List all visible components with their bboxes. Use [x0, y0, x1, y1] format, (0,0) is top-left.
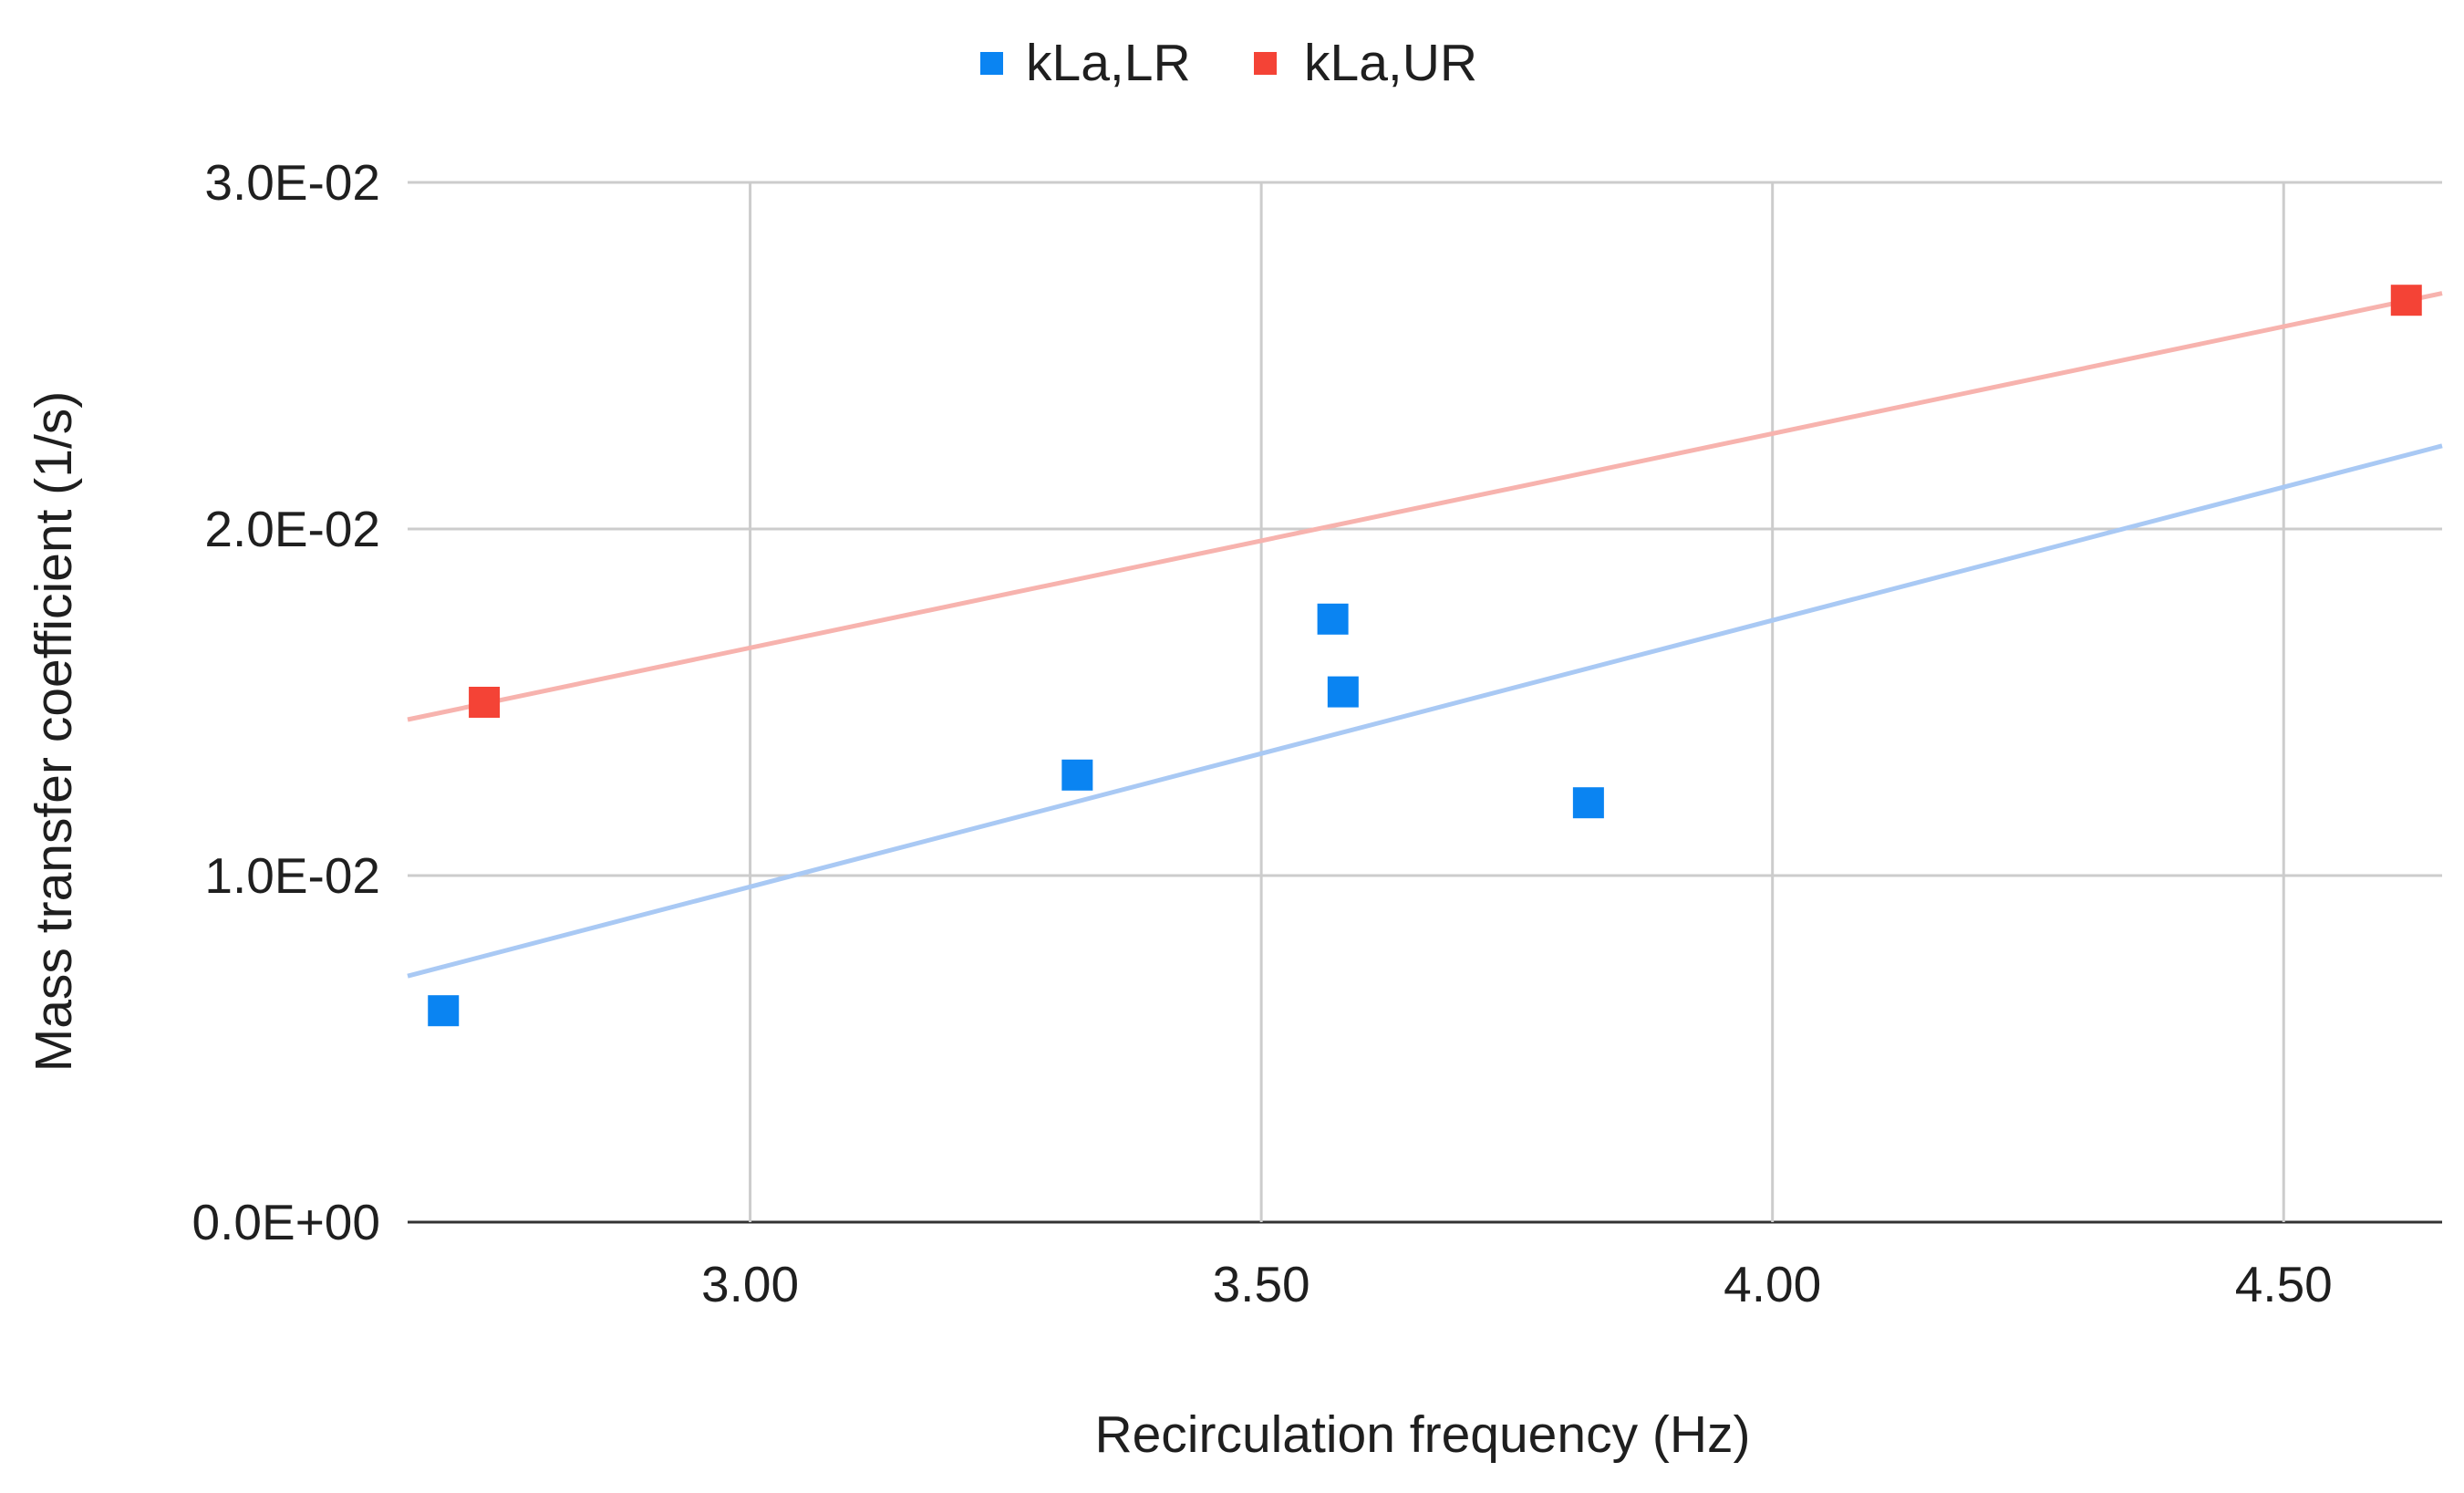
y-tick-label: 0.0E+00 — [192, 1194, 380, 1250]
x-tick-label: 3.50 — [1213, 1256, 1310, 1312]
trendline-ur — [407, 291, 2443, 722]
legend-label-lr: kLa,LR — [1026, 34, 1191, 92]
data-point-lr — [1327, 676, 1359, 708]
data-point-lr — [1061, 759, 1093, 791]
trendline-lr — [407, 443, 2443, 979]
trendlines — [407, 291, 2443, 979]
y-tick-label: 3.0E-02 — [204, 154, 380, 211]
y-axis-title: Mass transfer coefficient (1/s) — [25, 391, 83, 1073]
data-point-ur — [469, 687, 501, 718]
y-tick-label: 1.0E-02 — [204, 847, 380, 904]
x-axis-tick-labels: 3.00 3.50 4.00 4.50 — [701, 1256, 2333, 1312]
x-tick-label: 4.00 — [1724, 1256, 1821, 1312]
x-tick-label: 4.50 — [2235, 1256, 2333, 1312]
data-point-lr — [1572, 787, 1604, 819]
data-point-lr — [1317, 603, 1349, 635]
y-tick-label: 2.0E-02 — [204, 501, 380, 557]
legend-label-ur: kLa,UR — [1304, 34, 1477, 92]
x-tick-label: 3.00 — [701, 1256, 799, 1312]
data-point-ur — [2390, 285, 2422, 316]
data-point-lr — [428, 995, 460, 1027]
data-points — [428, 285, 2422, 1027]
legend-swatch-ur — [1254, 52, 1277, 75]
legend-swatch-lr — [980, 52, 1003, 75]
legend-item-ur: kLa,UR — [1254, 34, 1477, 92]
y-axis-tick-labels: 0.0E+00 1.0E-02 2.0E-02 3.0E-02 — [192, 154, 380, 1250]
legend-item-lr: kLa,LR — [980, 34, 1191, 92]
legend: kLa,LR kLa,UR — [980, 34, 1477, 92]
grid — [408, 181, 2442, 1224]
x-axis-title: Recirculation frequency (Hz) — [1094, 1405, 1750, 1464]
